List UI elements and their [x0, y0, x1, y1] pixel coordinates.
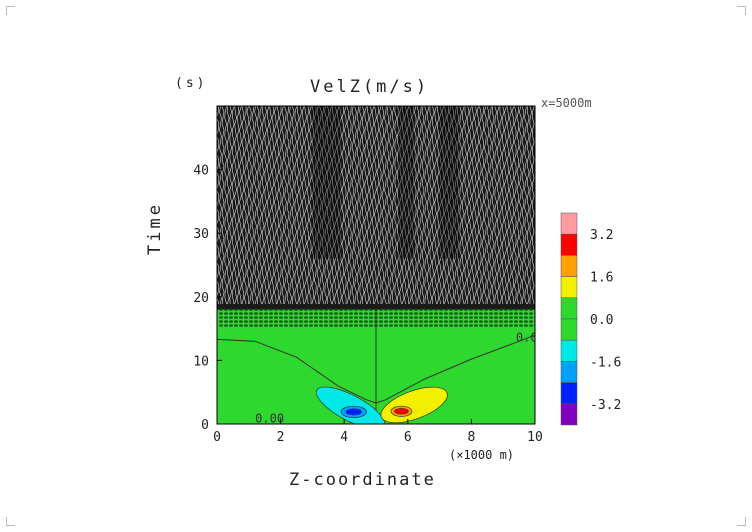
positive-region-core — [394, 408, 409, 415]
plot-field: 0.00 0.00 — [217, 106, 545, 426]
colorbar-swatch — [560, 318, 578, 341]
contour-label: 0.00 — [255, 412, 284, 426]
dark-streak — [439, 106, 459, 259]
colorbar: 3.2 1.6 0.0 -1.6 -3.2 — [560, 212, 621, 426]
x-tick-label: 10 — [527, 430, 543, 445]
contour-label: 0.00 — [516, 330, 545, 344]
x-axis: 0 2 4 6 8 10 — [213, 419, 543, 445]
colorbar-swatch — [560, 297, 578, 320]
colorbar-tick-label: 0.0 — [590, 313, 613, 328]
x-tick-label: 8 — [467, 430, 475, 445]
negative-region-core — [345, 408, 362, 416]
x-tick-label: 0 — [213, 430, 221, 445]
plot-frame — [216, 105, 536, 425]
dark-streak — [312, 106, 342, 259]
x-axis-label: Z-coordinate — [289, 470, 436, 490]
y-tick-label: 40 — [193, 164, 209, 179]
colorbar-swatch — [560, 255, 578, 277]
x-tick-label: 4 — [340, 430, 348, 445]
position-annotation: x=5000m — [541, 96, 592, 110]
colorbar-swatch — [560, 403, 578, 426]
y-axis: 0 10 20 30 40 — [193, 164, 222, 433]
y-unit-label: (s) — [175, 76, 208, 91]
noisy-band-contours — [217, 106, 535, 305]
colorbar-tick-label: 3.2 — [590, 228, 613, 243]
colorbar-tick-label: -1.6 — [590, 355, 621, 370]
y-tick-label: 20 — [193, 291, 209, 306]
y-tick-label: 10 — [193, 354, 209, 369]
colorbar-tick-label: 1.6 — [590, 271, 613, 286]
chart-title: VelZ(m/s) — [310, 77, 430, 97]
colorbar-swatch — [560, 339, 578, 362]
colorbar-swatch — [560, 382, 578, 405]
x-tick-label: 2 — [277, 430, 285, 445]
y-tick-label: 30 — [193, 227, 209, 242]
x-unit-label: (×1000 m) — [449, 448, 515, 462]
colorbar-swatch — [560, 276, 578, 299]
x-tick-label: 6 — [404, 430, 412, 445]
transition-band — [219, 308, 535, 327]
y-axis-label: Time — [145, 202, 165, 255]
colorbar-swatch — [560, 361, 578, 383]
dark-streak — [398, 106, 415, 259]
colorbar-swatch — [560, 233, 578, 256]
colorbar-tick-label: -3.2 — [590, 398, 621, 413]
colorbar-swatch — [560, 212, 578, 235]
y-tick-label: 0 — [201, 418, 209, 433]
